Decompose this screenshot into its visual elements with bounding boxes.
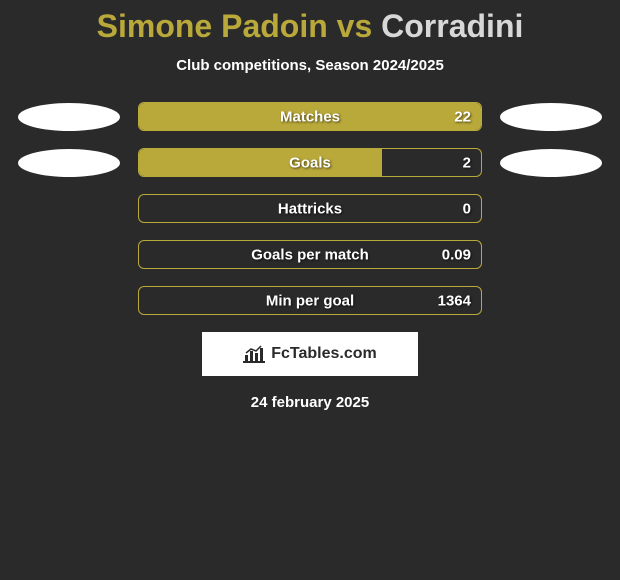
stat-value: 0.09 <box>442 246 471 263</box>
stat-value: 0 <box>463 200 471 217</box>
player1-marker <box>18 149 120 177</box>
stat-bar: Matches 22 <box>138 102 482 131</box>
logo-box[interactable]: FcTables.com <box>202 332 418 376</box>
player1-marker <box>18 103 120 131</box>
stat-row: Matches 22 <box>0 102 620 131</box>
stat-row: Goals per match 0.09 <box>0 240 620 269</box>
subtitle: Club competitions, Season 2024/2025 <box>0 57 620 74</box>
stat-label: Goals per match <box>251 246 369 263</box>
stat-label: Hattricks <box>278 200 342 217</box>
stat-bar: Goals 2 <box>138 148 482 177</box>
comparison-card: Simone Padoin vs Corradini Club competit… <box>0 0 620 411</box>
stat-value: 22 <box>454 108 471 125</box>
stat-label: Goals <box>289 154 331 171</box>
stat-label: Min per goal <box>266 292 354 309</box>
stat-value: 2 <box>463 154 471 171</box>
stat-rows: Matches 22 Goals 2 Hattricks 0 Goals per match… <box>0 102 620 315</box>
stat-row: Min per goal 1364 <box>0 286 620 315</box>
stat-label: Matches <box>280 108 340 125</box>
date-text: 24 february 2025 <box>0 394 620 411</box>
stat-value: 1364 <box>438 292 471 309</box>
player2-marker <box>500 103 602 131</box>
stat-bar: Goals per match 0.09 <box>138 240 482 269</box>
player2-marker <box>500 149 602 177</box>
page-title: Simone Padoin vs Corradini <box>0 8 620 45</box>
player1-name: Simone Padoin <box>97 8 328 44</box>
logo-text: FcTables.com <box>271 345 377 363</box>
player2-name: Corradini <box>381 8 523 44</box>
vs-text: vs <box>337 8 373 44</box>
stat-row: Hattricks 0 <box>0 194 620 223</box>
stat-bar-fill <box>139 149 382 176</box>
stat-bar: Hattricks 0 <box>138 194 482 223</box>
stat-bar: Min per goal 1364 <box>138 286 482 315</box>
stat-row: Goals 2 <box>0 148 620 177</box>
chart-icon <box>243 345 265 363</box>
